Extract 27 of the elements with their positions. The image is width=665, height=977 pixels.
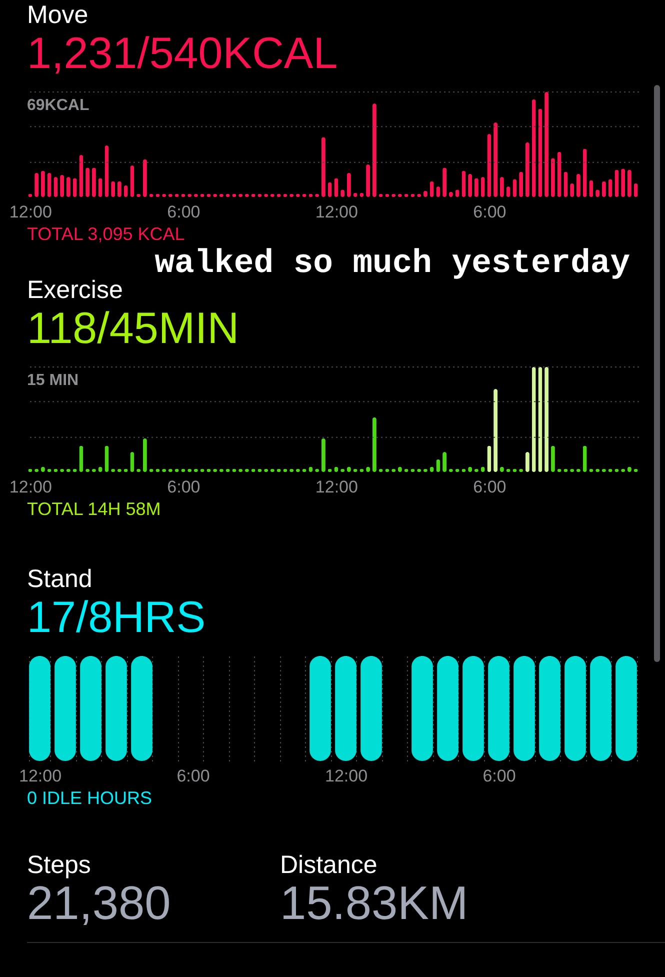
text: 15.83KM <box>280 876 468 929</box>
x-tick-label: 12:00 <box>18 766 62 786</box>
x-tick-label: 12:00 <box>9 202 52 222</box>
x-tick-label: 6:00 <box>482 766 516 786</box>
text: TOTAL 14H 58M <box>27 499 161 519</box>
text: walked so much yesterday <box>154 245 630 282</box>
x-tick-label: 6:00 <box>167 478 200 496</box>
chart-title: Stand <box>27 565 92 593</box>
text: TOTAL 3,095 KCAL <box>27 224 185 244</box>
x-tick-label: 12:00 <box>315 202 358 222</box>
x-tick-label: 6:00 <box>167 202 200 222</box>
chart-subtitle: 118/45MIN <box>27 304 239 353</box>
chart-title: Exercise <box>27 276 123 304</box>
ref-line-label: 69KCAL <box>27 97 90 114</box>
x-tick-label: 12:00 <box>324 766 368 786</box>
chart-subtitle: 17/8HRS <box>27 593 206 642</box>
ref-line-label: 15 MIN <box>27 372 79 389</box>
x-tick-label: 6:00 <box>176 766 210 786</box>
x-tick-label: 12:00 <box>9 478 52 496</box>
text: Distance <box>280 851 378 879</box>
x-tick-label: 6:00 <box>473 202 506 222</box>
text: Steps <box>27 851 91 879</box>
x-tick-label: 12:00 <box>315 478 358 496</box>
chart-title: Move <box>27 1 88 29</box>
text: 0 IDLE HOURS <box>27 788 152 808</box>
chart-subtitle: 1,231/540KCAL <box>27 29 338 78</box>
x-tick-label: 6:00 <box>473 478 506 496</box>
